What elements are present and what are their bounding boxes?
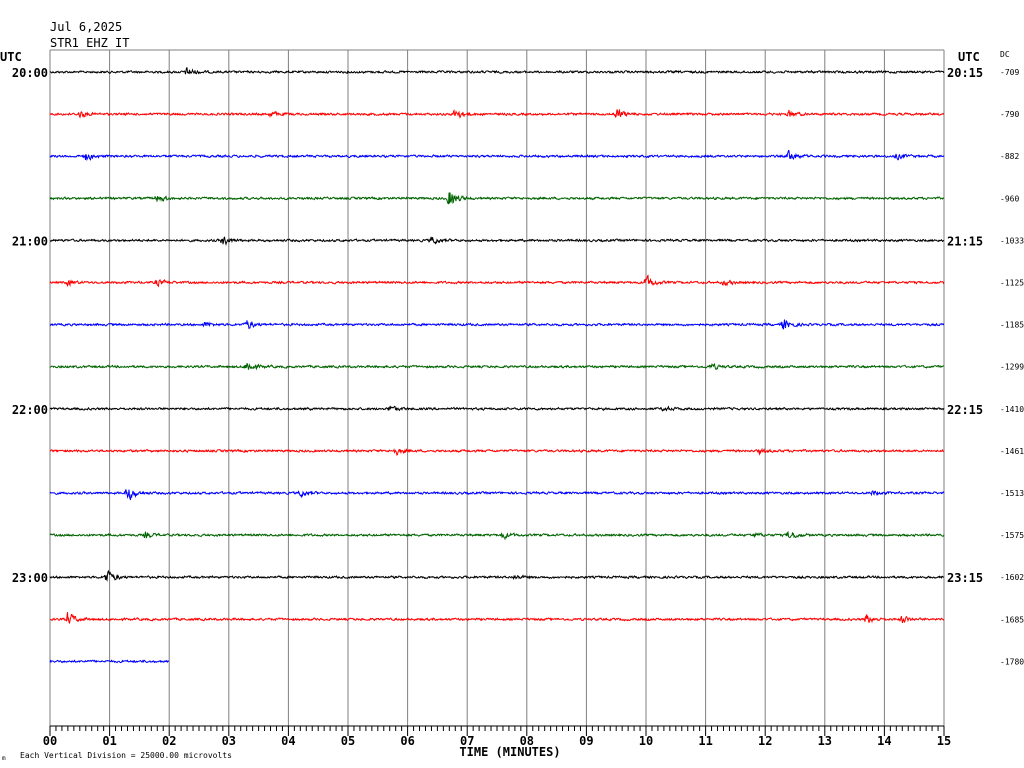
dc-value: -1513: [1000, 489, 1024, 498]
corner-mark: m: [2, 755, 6, 762]
dc-value: -882: [1000, 152, 1019, 161]
right-time-label: 21:15: [947, 234, 983, 248]
seismic-trace-black: [49, 67, 945, 75]
dc-value: -1125: [1000, 279, 1024, 288]
dc-value: -960: [1000, 194, 1019, 203]
left-time-label: 22:00: [12, 403, 48, 417]
axis-labels: 00 01 02 03 04 05 06 07 08 09 10 11 12 13 14 15 -709 20:0…: [12, 66, 1024, 748]
dc-value: -1461: [1000, 447, 1024, 456]
dc-value: -709: [1000, 68, 1019, 77]
x-tick-label: 11: [698, 734, 712, 748]
seismic-trace-blue: [49, 319, 945, 330]
dc-value: -1575: [1000, 531, 1024, 540]
seismic-trace-black: [49, 569, 945, 582]
seismic-trace-red: [50, 612, 945, 625]
x-tick-label: 06: [400, 734, 414, 748]
left-time-label: 20:00: [12, 66, 48, 80]
dc-value: -790: [1000, 110, 1019, 119]
left-time-label: 21:00: [12, 234, 48, 248]
dc-value: -1410: [1000, 405, 1024, 414]
right-time-label: 23:15: [947, 571, 983, 585]
left-utc-title: UTC: [0, 50, 22, 64]
dc-value: -1185: [1000, 321, 1024, 330]
dc-value: -1602: [1000, 573, 1024, 582]
dc-value: -1033: [1000, 236, 1024, 245]
x-tick-label: 09: [579, 734, 593, 748]
seismic-trace-black: [49, 405, 945, 412]
x-tick-label: 15: [937, 734, 951, 748]
grid: [49, 49, 945, 736]
right-time-label: 20:15: [947, 66, 983, 80]
seismic-trace-red: [49, 447, 945, 457]
dc-title: DC: [1000, 50, 1010, 59]
right-time-label: 22:15: [947, 403, 983, 417]
x-tick-label: 12: [758, 734, 772, 748]
left-time-label: 23:00: [12, 571, 48, 585]
x-tick-label: 04: [281, 734, 295, 748]
seismic-trace-blue: [49, 489, 945, 501]
x-tick-label: 03: [222, 734, 236, 748]
date-label: Jul 6,2025: [50, 20, 122, 34]
x-tick-label: 07: [460, 734, 474, 748]
seismic-trace-green: [49, 362, 945, 371]
x-tick-label: 08: [520, 734, 534, 748]
x-tick-label: 14: [877, 734, 891, 748]
x-tick-label: 00: [43, 734, 57, 748]
seismic-trace-red: [49, 108, 945, 119]
x-axis-label: TIME (MINUTES): [459, 745, 560, 759]
x-tick-label: 01: [102, 734, 116, 748]
x-tick-label: 02: [162, 734, 176, 748]
seismic-trace-red: [49, 274, 945, 288]
x-tick-label: 13: [818, 734, 832, 748]
seismic-trace-black: [49, 236, 945, 247]
seismic-trace-blue: [49, 659, 169, 664]
right-utc-title: UTC: [958, 50, 980, 64]
traces: [49, 67, 945, 664]
scale-note: Each Vertical Division = 25000.00 microv…: [20, 751, 232, 760]
dc-value: -1299: [1000, 363, 1024, 372]
dc-value: -1780: [1000, 657, 1024, 666]
x-tick-label: 05: [341, 734, 355, 748]
station-label: STR1 EHZ IT: [50, 36, 129, 50]
seismic-trace-green: [50, 530, 945, 541]
seismic-trace-blue: [49, 149, 945, 162]
x-tick-label: 10: [639, 734, 653, 748]
seismic-trace-green: [49, 192, 945, 205]
dc-value: -1685: [1000, 615, 1024, 624]
